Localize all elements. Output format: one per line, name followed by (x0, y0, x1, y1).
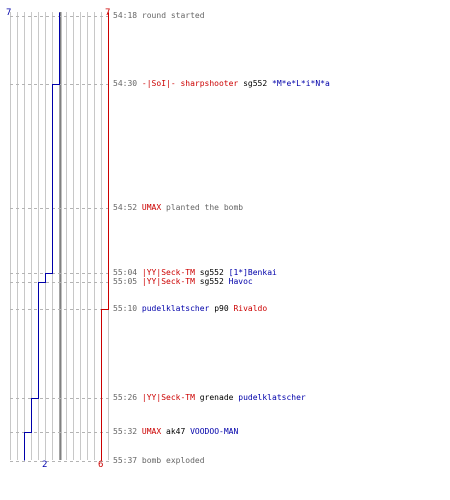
event-time: 54:30 (113, 79, 138, 88)
victim-name: [1*]Benkai (228, 268, 277, 277)
event-row: 55:05 |YY|Seck-TM sg552 Havoc (113, 277, 253, 287)
event-time: 54:52 (113, 203, 138, 212)
killer-name: |YY|Seck-TM (141, 393, 195, 402)
blue-team-alive-line (24, 12, 60, 461)
event-row: 55:26 |YY|Seck-TM grenade pudelklatscher (113, 393, 306, 403)
blue-end-count: 2 (42, 460, 48, 470)
event-row: 55:32 UMAX ak47 VOODOO-MAN (113, 427, 238, 437)
victim-name: *M*e*L*i*N*a (272, 79, 330, 88)
red-end-count: 6 (98, 460, 104, 470)
event-row: 55:37 bomb exploded (113, 456, 205, 466)
killer-name: -|SoI|- sharpshooter (141, 79, 239, 88)
weapon-name: p90 (214, 304, 229, 313)
event-row: 54:18 round started (113, 11, 205, 21)
weapon-name: sg552 (199, 277, 224, 286)
killer-name: pudelklatscher (141, 304, 210, 313)
killer-name: UMAX (141, 427, 162, 436)
event-row: 55:04 |YY|Seck-TM sg552 [1*]Benkai (113, 268, 277, 278)
event-text: round started (141, 11, 205, 20)
victim-name: VOODOO-MAN (190, 427, 239, 436)
weapon-name: ak47 (166, 427, 186, 436)
event-time: 55:10 (113, 304, 138, 313)
event-time: 55:05 (113, 277, 138, 286)
event-time: 55:37 (113, 456, 138, 465)
red-start-count: 7 (105, 8, 111, 18)
event-time: 54:18 (113, 11, 138, 20)
blue-start-count: 7 (6, 8, 12, 18)
victim-name: pudelklatscher (238, 393, 306, 402)
event-row: 55:10 pudelklatscher p90 Rivaldo (113, 304, 267, 314)
event-time: 55:26 (113, 393, 138, 402)
event-time: 55:32 (113, 427, 138, 436)
weapon-name: sg552 (243, 79, 268, 88)
event-time: 55:04 (113, 268, 138, 277)
killer-name: |YY|Seck-TM (141, 268, 195, 277)
player-name: UMAX (141, 203, 162, 212)
victim-name: Rivaldo (233, 304, 268, 313)
event-text: planted the bomb (166, 203, 244, 212)
weapon-name: sg552 (199, 268, 224, 277)
event-row: 54:30 -|SoI|- sharpshooter sg552 *M*e*L*… (113, 79, 330, 89)
weapon-name: grenade (199, 393, 234, 402)
killer-name: |YY|Seck-TM (141, 277, 195, 286)
victim-name: Havoc (228, 277, 253, 286)
event-row: 54:52 UMAX planted the bomb (113, 203, 243, 213)
event-text: bomb exploded (141, 456, 205, 465)
red-team-alive-line (101, 12, 109, 461)
